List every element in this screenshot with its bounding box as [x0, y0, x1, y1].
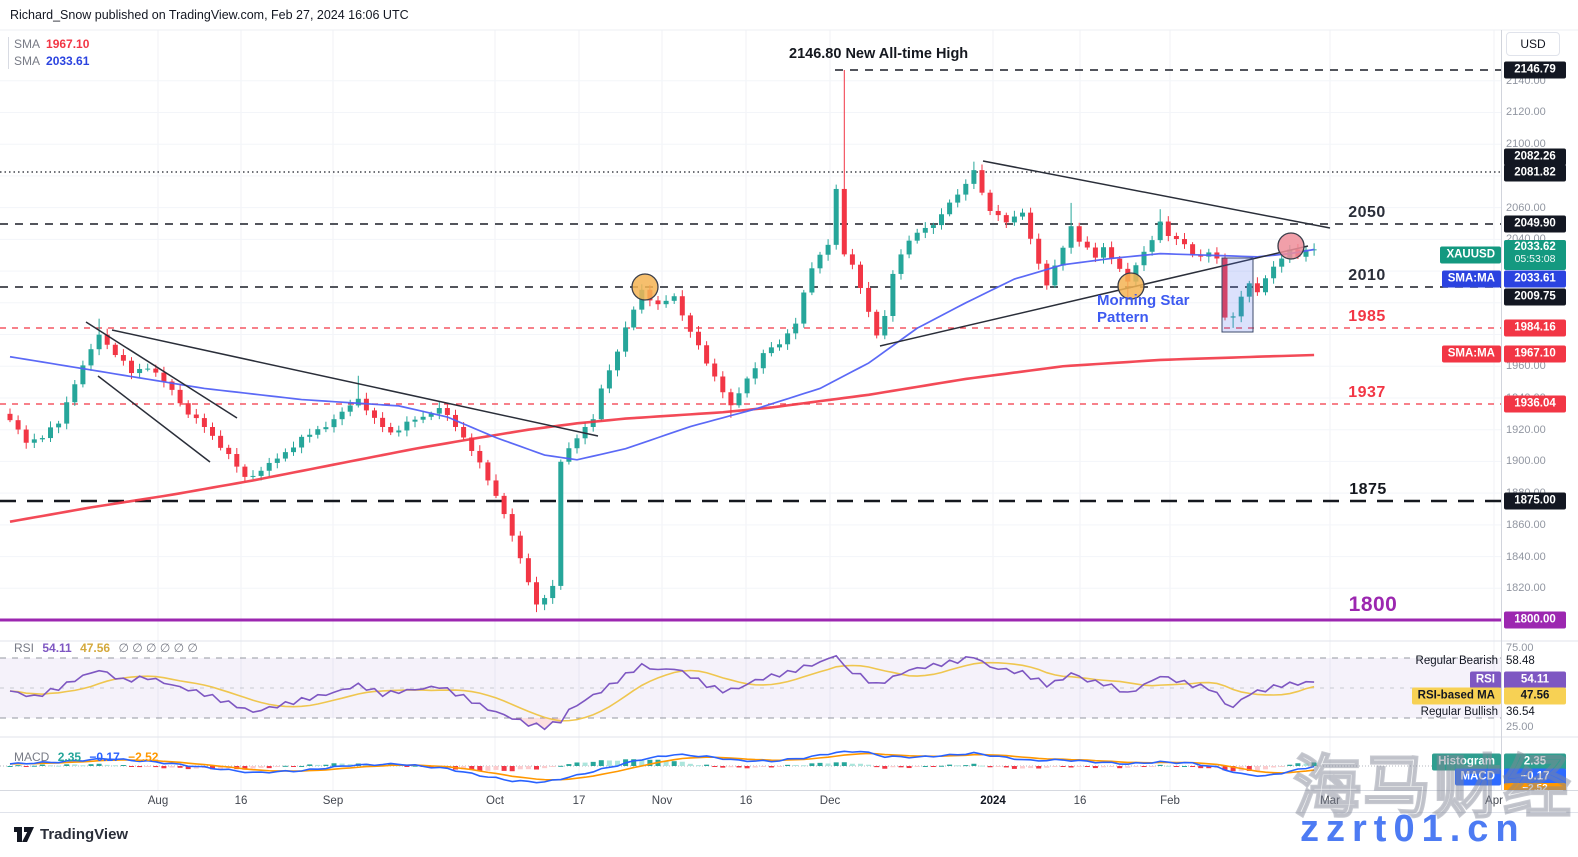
- watermark-site-text: zzrt01.cn: [1300, 808, 1526, 850]
- macd-histogram-value-badge: 2.35: [1504, 753, 1566, 771]
- sma-fast-line: [9, 248, 1315, 461]
- gridlines: [0, 30, 1501, 790]
- rsi-tick-75: 75.00: [1506, 642, 1534, 654]
- all-time-high-annotation[interactable]: 2146.80 New All-time High: [789, 46, 969, 62]
- price-tick: 1840.00: [1506, 550, 1546, 563]
- level-label-1937: 1937: [1348, 384, 1386, 401]
- legend-divider: [8, 37, 9, 69]
- time-tick-Aug: Aug: [147, 795, 169, 807]
- time-tick-Feb: Feb: [1160, 795, 1180, 807]
- rsi-legend-value: 54.11: [42, 641, 72, 655]
- sma-ma-tag[interactable]: SMA:MA: [1441, 345, 1501, 363]
- time-tick-Sep: Sep: [322, 795, 344, 807]
- time-tick-17: 17: [572, 795, 586, 807]
- price-tick: 1820.00: [1506, 582, 1546, 595]
- macd-plot: [0, 750, 1501, 784]
- time-tick-Dec: Dec: [819, 795, 841, 807]
- price-tick: 1960.00: [1506, 360, 1546, 373]
- macd-legend-label: MACD: [14, 750, 50, 764]
- time-tick-16: 16: [739, 795, 753, 807]
- time-tick-Apr: Apr: [1485, 795, 1503, 807]
- morning-star-annotation-line1[interactable]: Morning Star: [1097, 292, 1190, 309]
- price-level-badge: 2033.61: [1504, 270, 1566, 288]
- macd-tag[interactable]: MACD: [1454, 768, 1501, 786]
- last-price-countdown-badge: 2033.62 05:53:08: [1504, 240, 1566, 270]
- rsi-legend[interactable]: RSI 54.11 47.56 ∅ ∅ ∅ ∅ ∅ ∅: [14, 641, 203, 655]
- publish-byline: Richard_Snow published on TradingView.co…: [10, 8, 409, 22]
- rsi-regular-bullish-value: 36.54: [1506, 706, 1535, 718]
- tradingview-logo-icon[interactable]: [13, 825, 35, 850]
- macd-histogram-tag[interactable]: Histogram: [1432, 753, 1501, 771]
- xauusd-tag[interactable]: XAUUSD: [1440, 246, 1501, 264]
- price-level-badge: 1875.00: [1504, 492, 1566, 510]
- macd-legend-signal-value: −2.52: [128, 750, 159, 764]
- morning-star-annotation-line2[interactable]: Pattern: [1097, 309, 1149, 326]
- rsi-ma-value-badge: 47.56: [1504, 687, 1566, 705]
- trendline-drawings[interactable]: [85, 160, 1331, 463]
- level-label-1800: 1800: [1348, 593, 1398, 616]
- watermark-cn-text: 海马财经: [1292, 749, 1574, 827]
- time-tick-16: 16: [1073, 795, 1087, 807]
- level-lines[interactable]: [0, 69, 1501, 622]
- price-level-badge: 2049.90: [1504, 215, 1566, 233]
- rsi-regular-bearish-value: 58.48: [1506, 655, 1535, 667]
- macd-legend[interactable]: MACD 2.35 −0.17 −2.52: [14, 750, 163, 764]
- rsi-tag[interactable]: RSI: [1469, 671, 1501, 689]
- rsi-regular-bullish-label: Regular Bullish: [1420, 706, 1498, 718]
- price-tick: 1920.00: [1506, 423, 1546, 436]
- price-tick: 2060.00: [1506, 201, 1546, 214]
- time-tick-Oct: Oct: [486, 795, 504, 807]
- rsi-legend-label: RSI: [14, 641, 35, 655]
- rsi-plot: [9, 654, 1315, 731]
- tradingview-brand-link[interactable]: TradingView: [40, 826, 129, 843]
- sma-slow-line: [9, 353, 1315, 523]
- level-label-1985: 1985: [1348, 308, 1386, 325]
- time-tick-Mar: Mar: [1320, 795, 1340, 807]
- level-label-2050: 2050: [1348, 204, 1386, 221]
- sma-label: SMA: [14, 37, 41, 51]
- time-tick-2024: 2024: [980, 795, 1006, 807]
- sma-legend[interactable]: SMA 1967.10 SMA 2033.61: [14, 36, 89, 70]
- price-level-badge: 2082.26: [1504, 148, 1566, 166]
- rsi-ma-tag[interactable]: RSI-based MA: [1411, 687, 1501, 705]
- rsi-legend-divergence-zeros: ∅ ∅ ∅ ∅ ∅ ∅: [118, 641, 198, 655]
- price-level-badge: 2081.82: [1504, 164, 1566, 182]
- sma-legend-row-slow[interactable]: SMA 1967.10: [14, 36, 89, 53]
- price-level-badge: 1984.16: [1504, 319, 1566, 337]
- rsi-value-badge: 54.11: [1504, 671, 1566, 689]
- rsi-legend-ma-value: 47.56: [80, 641, 111, 655]
- level-label-2010: 2010: [1348, 267, 1386, 284]
- time-axis[interactable]: Aug 16 Sep Oct 17 Nov 16 Dec 2024 16 Feb Mar Apr: [0, 790, 1578, 813]
- price-tick: 2100.00: [1506, 138, 1546, 151]
- price-tick: 1860.00: [1506, 518, 1546, 531]
- footer-bar: TradingView: [0, 812, 1578, 857]
- price-tick: 1900.00: [1506, 455, 1546, 468]
- price-level-badge: 1967.10: [1504, 345, 1566, 363]
- currency-toggle-button[interactable]: USD: [1506, 32, 1560, 56]
- sma-label: SMA: [14, 54, 41, 68]
- rsi-regular-bearish-label: Regular Bearish: [1415, 655, 1498, 667]
- macd-value-badge: −0.17: [1504, 768, 1566, 786]
- sma-slow-value: 1967.10: [46, 37, 90, 51]
- macd-legend-macd-value: −0.17: [89, 750, 120, 764]
- sma-ma-tag[interactable]: SMA:MA: [1441, 270, 1501, 288]
- time-tick-16: 16: [234, 795, 248, 807]
- price-level-badge: 2146.79: [1504, 61, 1566, 79]
- macd-legend-hist-value: 2.35: [57, 750, 82, 764]
- rsi-band: [0, 657, 1501, 719]
- sma-fast-value: 2033.61: [46, 54, 90, 68]
- rsi-tick-25: 25.00: [1506, 721, 1534, 733]
- price-tick: 2120.00: [1506, 106, 1546, 119]
- time-tick-Nov: Nov: [651, 795, 673, 807]
- price-level-badge: 1800.00: [1504, 611, 1566, 629]
- sma-legend-row-fast[interactable]: SMA 2033.61: [14, 53, 89, 70]
- price-level-badge: 1936.04: [1504, 395, 1566, 413]
- price-level-badge: 2009.75: [1504, 288, 1566, 306]
- level-label-1875: 1875: [1349, 481, 1387, 498]
